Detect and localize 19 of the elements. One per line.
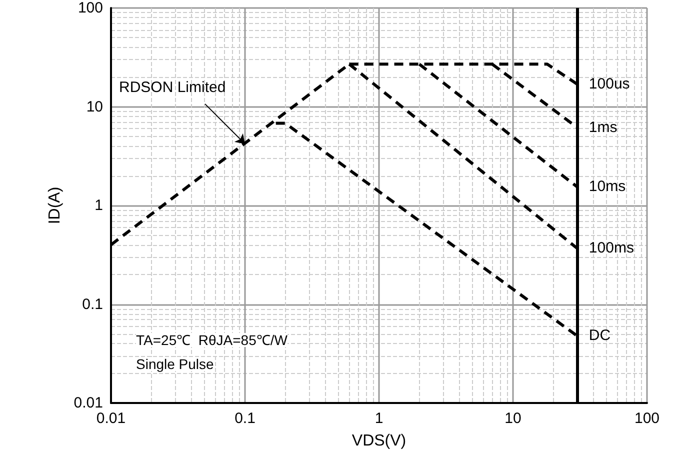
annotation: TA=25℃ RθJA=85℃/W: [136, 332, 288, 348]
series-label: DC: [588, 327, 611, 344]
y-tick-label: 0.1: [82, 296, 103, 313]
annotation: Single Pulse: [136, 356, 214, 372]
series-label: 100ms: [588, 240, 634, 257]
y-axis-title: ID(A): [46, 186, 64, 224]
x-axis-title: VDS(V): [352, 432, 406, 450]
y-tick-label: 100: [78, 0, 103, 16]
x-tick-label: 100: [634, 410, 660, 427]
series-label: 100us: [588, 75, 630, 92]
y-tick-label: 10: [86, 98, 103, 116]
y-tick-label: 1: [94, 197, 103, 214]
series-label: 1ms: [588, 118, 618, 136]
y-tick-label: 0.01: [74, 394, 103, 412]
series-label: 10ms: [588, 178, 626, 196]
annotation: RDSON Limited: [119, 78, 226, 96]
x-tick-label: 0.1: [234, 410, 256, 427]
x-tick-label: 10: [504, 410, 522, 427]
x-tick-label: 1: [374, 410, 384, 427]
